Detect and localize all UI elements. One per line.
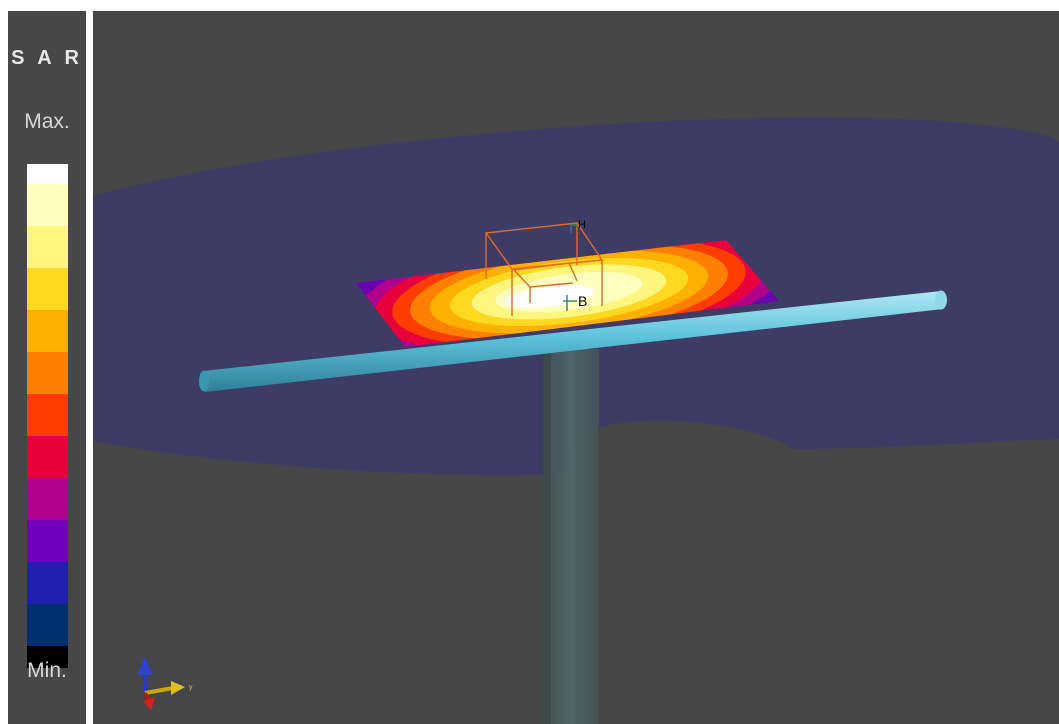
colorbar-band xyxy=(27,226,68,268)
colorbar-band xyxy=(27,604,68,646)
colorbar-band xyxy=(27,394,68,436)
probe-marker-h: H xyxy=(570,219,586,233)
3d-viewport[interactable]: H B y xyxy=(93,11,1059,724)
colorbar-band xyxy=(27,164,68,184)
sar-legend-panel: S A R Max. Min. xyxy=(8,11,86,724)
orientation-axes-icon: y xyxy=(137,657,193,711)
colorbar-band xyxy=(27,562,68,604)
sar-distribution-plane xyxy=(356,240,779,347)
colorbar-band xyxy=(27,310,68,352)
dipole-antenna-rod xyxy=(199,290,947,392)
colorbar-band xyxy=(27,436,68,478)
averaging-volume-box xyxy=(484,222,604,316)
probe-label-b: B xyxy=(578,293,587,309)
axis-label-y: y xyxy=(189,684,193,691)
colorbar-band xyxy=(27,352,68,394)
colorbar-band xyxy=(27,268,68,310)
probe-label-h: H xyxy=(578,219,586,231)
support-post xyxy=(543,349,599,724)
legend-min-label: Min. xyxy=(27,659,67,682)
3d-scene[interactable]: H B y xyxy=(93,11,1059,724)
legend-title: S A R xyxy=(11,47,83,69)
colorbar-band xyxy=(27,184,68,226)
colorbar-band xyxy=(27,478,68,520)
legend-max-label: Max. xyxy=(24,110,70,133)
colorbar-band xyxy=(27,520,68,562)
probe-marker-b: B xyxy=(563,293,587,311)
sar-colorbar xyxy=(27,164,68,668)
colorbar-band xyxy=(27,646,68,668)
